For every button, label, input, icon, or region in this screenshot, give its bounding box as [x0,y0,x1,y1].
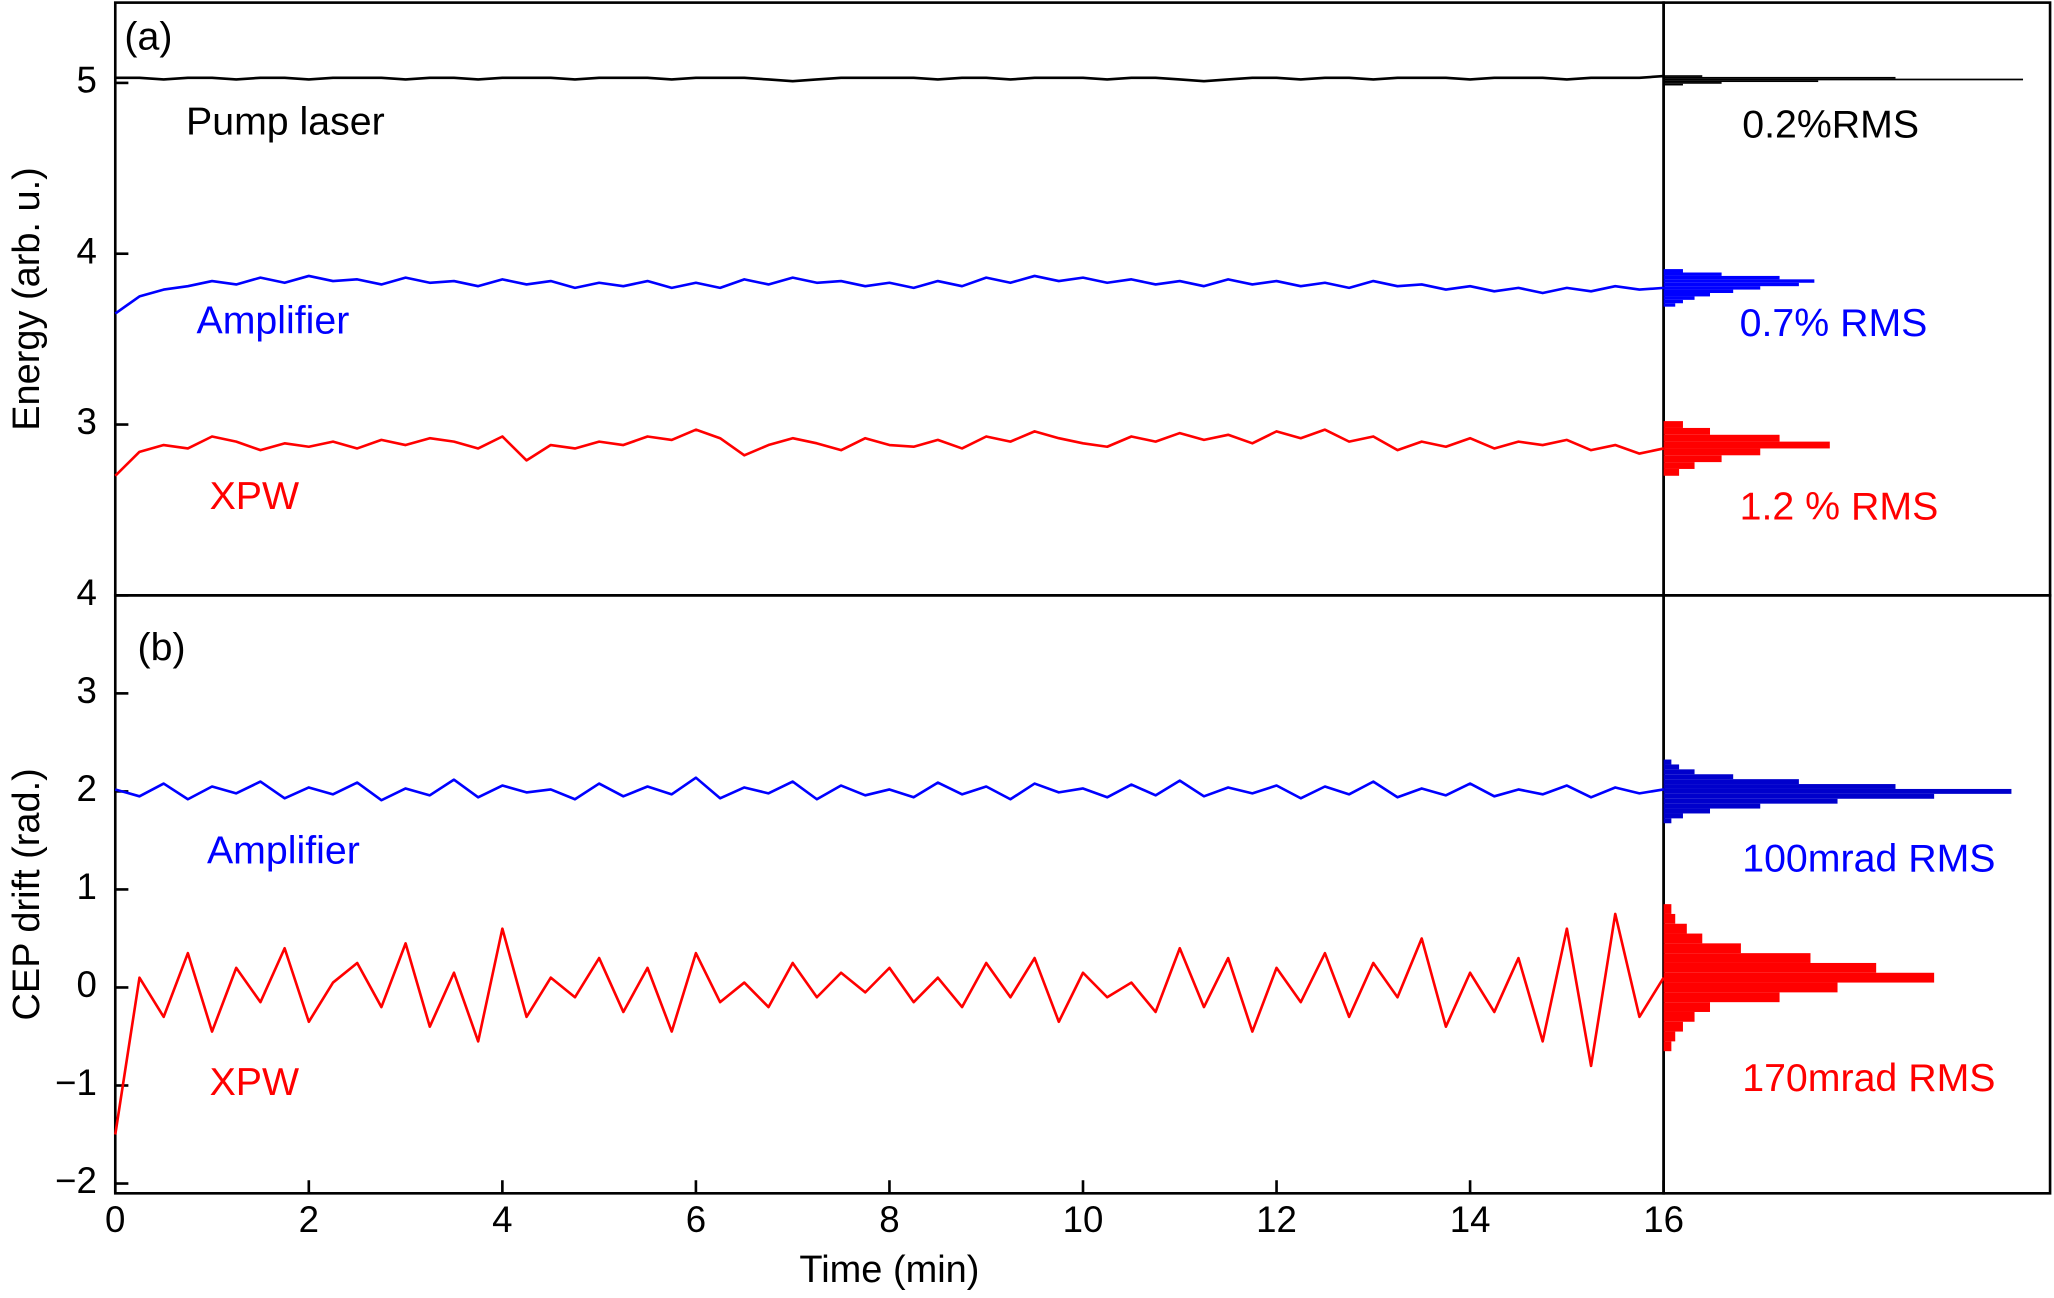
histogram-bar [1663,962,1877,973]
plot-frame [113,594,1665,1195]
histogram-bar [1663,282,1799,287]
y-tick-label: −2 [55,1160,97,1201]
histogram-bar [1663,427,1711,435]
y-tick-label: 4 [77,230,97,271]
histogram-bar [1663,76,1896,79]
x-tick-label: 4 [492,1199,512,1240]
x-tick-label: 16 [1643,1199,1684,1240]
histogram-bar [1663,808,1711,814]
histogram-bar [1663,1041,1672,1052]
x-tick-label: 0 [105,1199,125,1240]
histogram-bar [1663,769,1695,775]
histogram-bar [1663,1031,1676,1042]
annotation: XPW [210,474,300,518]
histogram-bar [1663,272,1722,276]
y-tick-label: 1 [77,866,97,907]
x-tick-label: 10 [1063,1199,1104,1240]
histogram-bar [1663,78,2024,81]
histogram-bar [1663,275,1780,280]
histogram-bar [1663,1021,1683,1032]
histogram-bar [1663,434,1780,442]
histogram-bar [1663,286,1761,290]
histogram-bar [1663,448,1761,456]
annotation: (a) [124,15,172,59]
annotation: XPW [210,1060,300,1104]
histogram-bar [1663,779,1799,785]
x-tick-label: 2 [299,1199,319,1240]
histogram-bar [1663,784,1896,789]
histogram-bar [1663,296,1695,300]
histogram-bar [1663,441,1830,449]
histogram-bar [1663,953,1811,963]
series-line [115,74,1664,83]
histogram-bar [1663,80,1819,83]
x-tick-label: 14 [1450,1199,1491,1240]
annotation: Pump laser [186,100,385,144]
histogram-bar [1663,468,1680,476]
histogram-bar [1663,279,1815,283]
histogram-bar [1663,293,1711,297]
y-axis-label: CEP drift (rad.) [6,768,48,1020]
histogram-bar [1663,759,1672,765]
histogram-bar [1663,455,1722,463]
annotation: 1.2 % RMS [1740,484,1939,528]
histogram-bar [1663,982,1838,993]
histogram-bar [1663,793,1935,799]
y-tick-label: 2 [77,768,97,809]
series-line [114,428,1664,477]
histogram-bar [1663,299,1683,304]
annotation: 0.2%RMS [1742,102,1919,146]
histogram-bar [1663,972,1935,983]
x-tick-label: 12 [1256,1199,1297,1240]
histogram-bar [1663,1002,1711,1012]
histogram-bar [1663,1011,1695,1022]
histogram-bar [1663,289,1734,294]
histogram-bar [1663,803,1761,809]
y-tick-label: 3 [77,670,97,711]
y-tick-label: 5 [77,60,97,101]
y-tick-label: −1 [55,1062,97,1103]
y-axis-label: Energy (arb. u.) [6,167,48,431]
histogram-bar [1663,269,1683,273]
annotation: Amplifier [196,299,349,343]
histogram-bar [1663,764,1680,770]
annotation: Amplifier [207,829,360,873]
annotation: 100mrad RMS [1742,836,1995,880]
histogram-bar [1663,943,1741,954]
histogram-frame [1662,594,2052,1195]
x-tick-label: 8 [879,1199,899,1240]
histogram-bar [1663,904,1672,914]
series-line [114,776,1664,802]
y-tick-label: 4 [77,572,97,613]
y-tick-label: 3 [77,401,97,442]
histogram-bar [1663,75,1703,77]
histogram-bar [1663,913,1676,924]
annotation: (b) [138,626,186,670]
histogram-bar [1663,818,1672,824]
histogram-bar [1663,933,1703,944]
annotation: 0.7% RMS [1740,301,1928,345]
histogram-bar [1663,774,1734,780]
histogram-bar [1663,798,1838,804]
histogram-bar [1663,83,1683,86]
y-tick-label: 0 [77,964,97,1005]
x-axis-label: Time (min) [799,1249,979,1291]
histogram-bar [1663,462,1695,469]
histogram-bar [1663,923,1687,934]
histogram-bar [1663,813,1683,819]
series-line [114,274,1664,315]
histogram-bar [1663,303,1676,307]
x-tick-label: 6 [686,1199,706,1240]
annotation: 170mrad RMS [1742,1056,1995,1100]
histogram-bar [1663,82,1722,84]
histogram-bar [1663,992,1780,1003]
series-line [113,912,1665,1135]
histogram-bar [1663,788,2012,794]
histogram-bar [1663,421,1683,428]
